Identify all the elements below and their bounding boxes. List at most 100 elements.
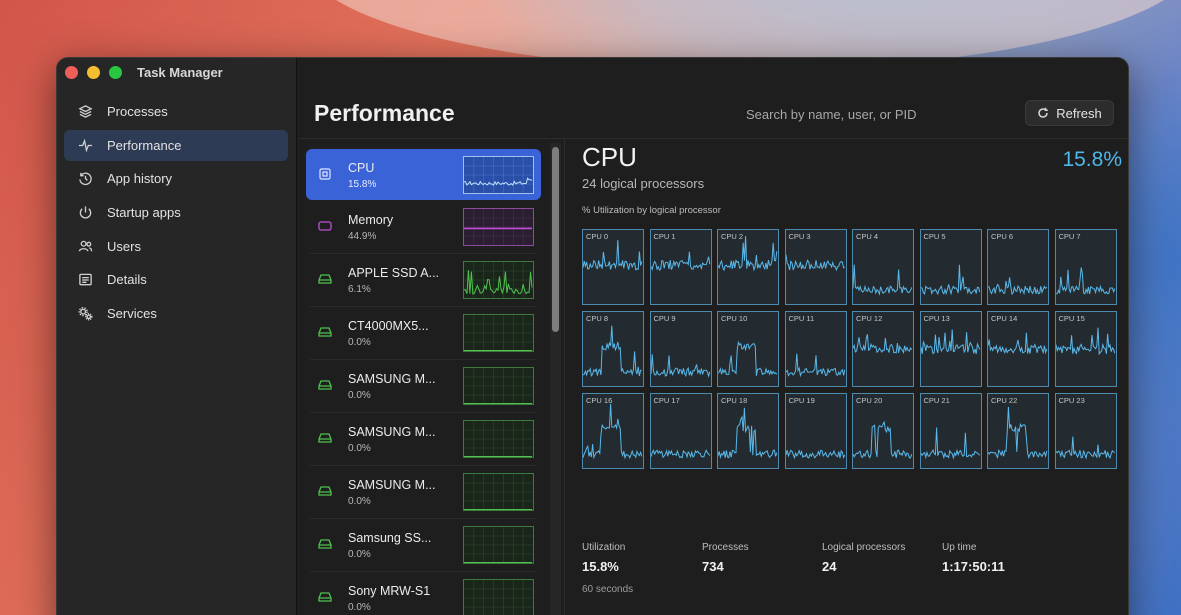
core-label: CPU 22 bbox=[991, 396, 1018, 405]
header-divider bbox=[298, 138, 1128, 139]
core-series bbox=[785, 353, 845, 378]
refresh-button[interactable]: Refresh bbox=[1025, 100, 1114, 126]
core-label: CPU 19 bbox=[788, 396, 815, 405]
core-label: CPU 11 bbox=[788, 314, 815, 323]
device-item[interactable]: CT4000MX5... 0.0% bbox=[306, 307, 541, 358]
stat-label: Processes bbox=[702, 542, 749, 553]
core-graph: CPU 7 bbox=[1054, 229, 1117, 305]
zoom-button[interactable] bbox=[109, 66, 122, 79]
core-series bbox=[853, 264, 913, 296]
device-item[interactable]: SAMSUNG M... 0.0% bbox=[306, 360, 541, 411]
device-divider bbox=[310, 306, 537, 307]
core-series bbox=[853, 334, 913, 355]
core-series bbox=[650, 448, 710, 459]
sidebar-item-details[interactable]: Details bbox=[64, 264, 288, 295]
core-series bbox=[920, 329, 980, 355]
search-input[interactable] bbox=[732, 102, 1012, 126]
core-label: CPU 4 bbox=[856, 232, 879, 241]
sidebar-item-processes[interactable]: Processes bbox=[64, 96, 288, 127]
minimize-button[interactable] bbox=[87, 66, 100, 79]
device-sparkline bbox=[463, 261, 534, 299]
device-value: 6.1% bbox=[348, 284, 371, 295]
sidebar: Task Manager Processes Performance App h… bbox=[57, 58, 297, 615]
core-series bbox=[853, 420, 913, 459]
core-graph: CPU 5 bbox=[919, 229, 982, 305]
core-label: CPU 9 bbox=[653, 314, 676, 323]
core-label: CPU 13 bbox=[923, 314, 950, 323]
disk-icon bbox=[317, 430, 333, 446]
device-value: 15.8% bbox=[348, 179, 377, 190]
core-label: CPU 5 bbox=[923, 232, 946, 241]
stat-utilization: Utilization 15.8% bbox=[582, 542, 625, 574]
close-button[interactable] bbox=[65, 66, 78, 79]
page-title: Performance bbox=[314, 100, 455, 126]
device-sparkline bbox=[463, 314, 534, 352]
core-series bbox=[785, 254, 845, 272]
cpu-title: CPU bbox=[582, 142, 637, 172]
sidebar-item-label: Processes bbox=[107, 104, 168, 119]
device-name: CT4000MX5... bbox=[348, 319, 429, 333]
sidebar-item-label: App history bbox=[107, 171, 173, 187]
device-sparkline bbox=[463, 367, 534, 405]
sidebar-nav: Processes Performance App history Startu… bbox=[64, 96, 288, 332]
device-item[interactable]: Memory 44.9% bbox=[306, 201, 541, 252]
stat-label: Logical processors bbox=[822, 542, 906, 553]
cpu-subtitle: 24 logical processors bbox=[582, 176, 705, 191]
core-series bbox=[988, 332, 1048, 355]
core-graph: CPU 2 bbox=[717, 229, 779, 305]
device-divider bbox=[310, 253, 537, 254]
app-title: Task Manager bbox=[137, 65, 223, 80]
sidebar-item-label: Services bbox=[107, 306, 157, 322]
stat-value: 734 bbox=[702, 559, 724, 574]
core-graph: CPU 21 bbox=[919, 393, 982, 469]
device-item[interactable]: CPU 15.8% bbox=[306, 149, 541, 200]
core-label: CPU 7 bbox=[1058, 232, 1081, 241]
core-label: CPU 16 bbox=[586, 396, 613, 405]
disk-icon bbox=[317, 536, 333, 552]
device-divider bbox=[310, 518, 537, 519]
device-name: CPU bbox=[348, 161, 375, 175]
scrollbar-thumb[interactable] bbox=[552, 147, 559, 332]
core-graph: CPU 8 bbox=[582, 311, 644, 387]
device-item[interactable]: Samsung SS... 0.0% bbox=[306, 519, 541, 570]
core-label: CPU 15 bbox=[1058, 314, 1085, 323]
device-value: 0.0% bbox=[348, 337, 371, 348]
stat-value: 15.8% bbox=[582, 559, 619, 574]
device-name: SAMSUNG M... bbox=[348, 372, 436, 386]
core-label: CPU 6 bbox=[991, 232, 1014, 241]
core-graph: CPU 22 bbox=[987, 393, 1049, 469]
core-graph: CPU 13 bbox=[919, 311, 982, 387]
sidebar-item-performance[interactable]: Performance bbox=[64, 129, 288, 161]
disk-icon bbox=[317, 271, 333, 287]
stat-processes: Processes 734 bbox=[702, 542, 749, 574]
sidebar-item-startup-apps[interactable]: Startup apps bbox=[64, 197, 288, 228]
sidebar-item-users[interactable]: Users bbox=[64, 231, 288, 262]
device-list-scrollbar[interactable] bbox=[550, 143, 561, 615]
device-divider bbox=[310, 359, 537, 360]
core-label: CPU 0 bbox=[586, 232, 609, 241]
device-name: SAMSUNG M... bbox=[348, 478, 436, 492]
grid-label: % Utilization by logical processor bbox=[582, 205, 721, 216]
core-series bbox=[988, 277, 1048, 296]
device-item[interactable]: SAMSUNG M... 0.0% bbox=[306, 466, 541, 517]
power-icon bbox=[76, 204, 94, 222]
disk-icon bbox=[317, 324, 333, 340]
device-value: 44.9% bbox=[348, 231, 377, 242]
sidebar-item-app-history[interactable]: App history bbox=[64, 163, 288, 194]
core-label: CPU 18 bbox=[721, 396, 748, 405]
device-item[interactable]: APPLE SSD A... 6.1% bbox=[306, 254, 541, 305]
sidebar-item-label: Startup apps bbox=[107, 205, 181, 221]
sidebar-item-label: Users bbox=[107, 238, 141, 254]
refresh-icon bbox=[1038, 107, 1049, 118]
main-panel: Performance Refresh CPU 15.8% Memory 44.9% A… bbox=[298, 58, 1128, 615]
device-item[interactable]: SAMSUNG M... 0.0% bbox=[306, 413, 541, 464]
disk-icon bbox=[317, 483, 333, 499]
core-series bbox=[920, 427, 980, 460]
gears-icon bbox=[76, 305, 94, 323]
core-series bbox=[583, 240, 643, 271]
device-list: CPU 15.8% Memory 44.9% APPLE SSD A... 6.1% CT4… bbox=[306, 149, 541, 615]
core-series bbox=[650, 251, 710, 271]
sidebar-item-services[interactable]: Services bbox=[64, 298, 288, 329]
core-graph: CPU 23 bbox=[1054, 393, 1117, 469]
device-item[interactable]: Sony MRW-S1 0.0% bbox=[306, 572, 541, 615]
